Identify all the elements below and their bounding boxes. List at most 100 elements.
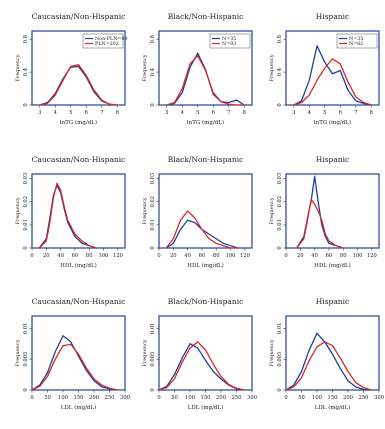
x-tick-label: 100 xyxy=(99,253,109,259)
y-tick-label: 0 xyxy=(23,103,29,106)
x-tick-label: 60 xyxy=(199,253,206,259)
legend-box xyxy=(336,33,378,49)
y-tick-label: 0.01 xyxy=(23,323,29,335)
plot-frame xyxy=(285,30,380,106)
chart-panel-3: Hispanic 3 4 5 6 7 8 0 0.4 0.8 lnTG (mg/dL) Frequen… xyxy=(269,12,380,126)
x-tick-label: 0 xyxy=(30,395,33,401)
x-tick-label: 8 xyxy=(243,110,246,116)
x-tick-label: 100 xyxy=(185,395,195,401)
legend: N=35N=93 xyxy=(209,33,251,49)
x-tick-label: 120 xyxy=(367,253,377,259)
y-tick-label: 0.01 xyxy=(150,323,156,335)
x-tick-label: 150 xyxy=(201,395,211,401)
x-tick-label: 6 xyxy=(339,110,342,116)
x-tick-label: 7 xyxy=(227,110,230,116)
y-tick-label: 0.01 xyxy=(277,219,283,231)
y-tick-label: 0 xyxy=(23,388,29,391)
y-tick-label: 0.005 xyxy=(150,352,156,367)
x-tick-label: 3 xyxy=(165,110,168,116)
x-tick-label: 50 xyxy=(298,395,305,401)
panel-title: Hispanic xyxy=(316,155,350,164)
x-tick-label: 3 xyxy=(292,110,295,116)
x-tick-label: 300 xyxy=(247,395,257,401)
x-axis-label: lnTG (mg/dL) xyxy=(187,119,224,126)
y-axis-label: Frequency xyxy=(269,54,275,81)
plot-frame xyxy=(285,173,380,249)
y-axis-label: Frequency xyxy=(269,197,275,224)
x-tick-label: 5 xyxy=(69,110,72,116)
x-tick-label: 8 xyxy=(116,110,119,116)
series-line-blue xyxy=(158,343,245,391)
x-tick-label: 80 xyxy=(86,253,93,259)
series-line-red xyxy=(285,341,372,391)
y-tick-label: 0.005 xyxy=(23,352,29,367)
x-axis-label: LDL (mg/dL) xyxy=(188,404,224,411)
y-tick-label: 0.8 xyxy=(23,35,29,43)
series-line-red xyxy=(158,341,245,391)
x-tick-label: 100 xyxy=(353,253,363,259)
series-line-blue xyxy=(285,332,372,391)
panel-title: Black/Non-Hispanic xyxy=(168,12,244,21)
x-tick-label: 40 xyxy=(184,253,191,259)
series-line-blue xyxy=(166,52,245,106)
plot-frame xyxy=(158,30,253,106)
x-tick-label: 20 xyxy=(170,253,177,259)
x-tick-label: 40 xyxy=(57,253,64,259)
x-tick-label: 120 xyxy=(113,253,123,259)
x-tick-label: 200 xyxy=(343,395,353,401)
y-tick-label: 0.03 xyxy=(277,173,283,185)
legend-entry: N=35 xyxy=(222,36,236,42)
x-tick-label: 8 xyxy=(370,110,373,116)
x-tick-label: 60 xyxy=(72,253,79,259)
plot-frame xyxy=(158,315,253,391)
chart-panel-8: Black/Non-Hispanic 0 50 100 150 200 250 300 0 0.0… xyxy=(142,297,257,411)
y-axis-label: Frequency xyxy=(142,197,148,224)
legend-box xyxy=(82,33,124,49)
x-axis-label: HDL (mg/dL) xyxy=(60,262,97,269)
legend: N=35N=62 xyxy=(336,33,378,49)
series-line-blue xyxy=(31,335,118,391)
y-tick-label: 0.005 xyxy=(277,352,283,367)
panel-title: Hispanic xyxy=(316,12,350,21)
x-tick-label: 6 xyxy=(85,110,88,116)
x-tick-label: 50 xyxy=(171,395,178,401)
series-line-red xyxy=(31,343,118,391)
legend-entry: Non-PLN=89 xyxy=(95,36,128,42)
y-tick-label: 0 xyxy=(277,246,283,249)
x-axis-label: HDL (mg/dL) xyxy=(314,262,351,269)
series-line-red xyxy=(296,198,344,249)
x-tick-label: 200 xyxy=(89,395,99,401)
x-axis-label: LDL (mg/dL) xyxy=(61,404,97,411)
x-tick-label: 40 xyxy=(311,253,318,259)
chart-panel-6: Hispanic 0 20 40 60 80 100 120 0 0.01 0.02 0.03 HDL … xyxy=(269,155,380,269)
series-line-red xyxy=(38,182,98,249)
y-tick-label: 0 xyxy=(277,388,283,391)
series-line-blue xyxy=(38,184,98,249)
series-line-blue xyxy=(293,45,372,106)
legend-entry: N=35 xyxy=(349,36,363,42)
y-tick-label: 0.01 xyxy=(23,219,29,231)
x-tick-label: 7 xyxy=(354,110,357,116)
x-tick-label: 3 xyxy=(38,110,41,116)
x-tick-label: 7 xyxy=(100,110,103,116)
chart-panel-4: Caucasian/Non-Hispanic 0 20 40 60 80 100 120 0 0.… xyxy=(15,155,126,269)
chart-panel-2: Black/Non-Hispanic 3 4 5 6 7 8 0 0.4 0.8 lnTG (mg/… xyxy=(142,12,253,126)
y-tick-label: 0.8 xyxy=(277,35,283,43)
chart-panel-5: Black/Non-Hispanic 0 20 40 60 80 100 120 0 0.01 0.… xyxy=(142,155,253,269)
panel-title: Caucasian/Non-Hispanic xyxy=(32,12,126,21)
series-line-red xyxy=(293,58,372,106)
x-tick-label: 0 xyxy=(284,395,287,401)
y-axis-label: Frequency xyxy=(269,339,275,366)
x-tick-label: 250 xyxy=(232,395,242,401)
y-axis-label: Frequency xyxy=(15,339,21,366)
legend-entry: N=62 xyxy=(349,41,363,47)
plot-frame xyxy=(31,173,126,249)
plot-frame xyxy=(158,173,253,249)
y-tick-label: 0 xyxy=(150,103,156,106)
legend-entry: PLN=202 xyxy=(95,41,119,47)
plot-frame xyxy=(31,30,126,106)
y-tick-label: 0.02 xyxy=(23,196,29,208)
x-tick-label: 4 xyxy=(181,110,185,116)
panel-title: Black/Non-Hispanic xyxy=(168,155,244,164)
